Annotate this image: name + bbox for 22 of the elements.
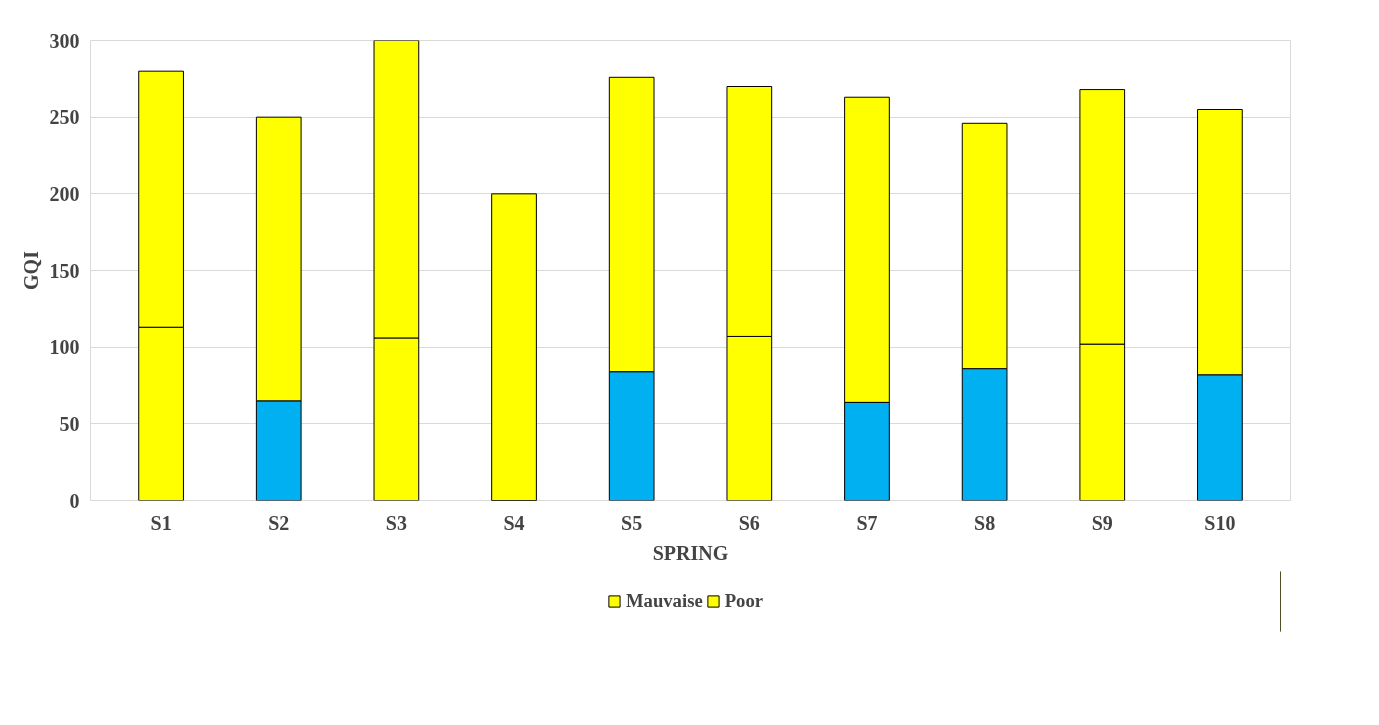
x-tick-label: S2 [268,511,290,534]
legend-label: Poor [724,590,764,612]
y-tick-label: 300 [49,29,80,52]
y-tick-label: 250 [49,106,80,129]
x-axis-title: SPRING [652,541,729,564]
x-tick-label: S8 [974,511,996,534]
x-tick-label: S3 [385,511,407,534]
y-axis-title: GQI [19,250,42,290]
y-tick-label: 50 [59,412,80,435]
y-tick-label: 100 [49,336,80,359]
x-tick-label: S5 [621,511,643,534]
x-tick-label: S10 [1204,511,1236,534]
bar [491,193,537,501]
x-tick-label: S4 [503,511,525,534]
y-tick-label: 150 [49,259,80,282]
y-tick-label: 0 [69,489,80,512]
x-tick-label: S7 [856,511,878,534]
y-tick-label: 200 [49,182,80,205]
x-tick-label: S9 [1091,511,1113,534]
x-tick-label: S1 [150,511,172,534]
x-tick-label: S6 [738,511,760,534]
legend-label: Mauvaise [625,590,703,612]
